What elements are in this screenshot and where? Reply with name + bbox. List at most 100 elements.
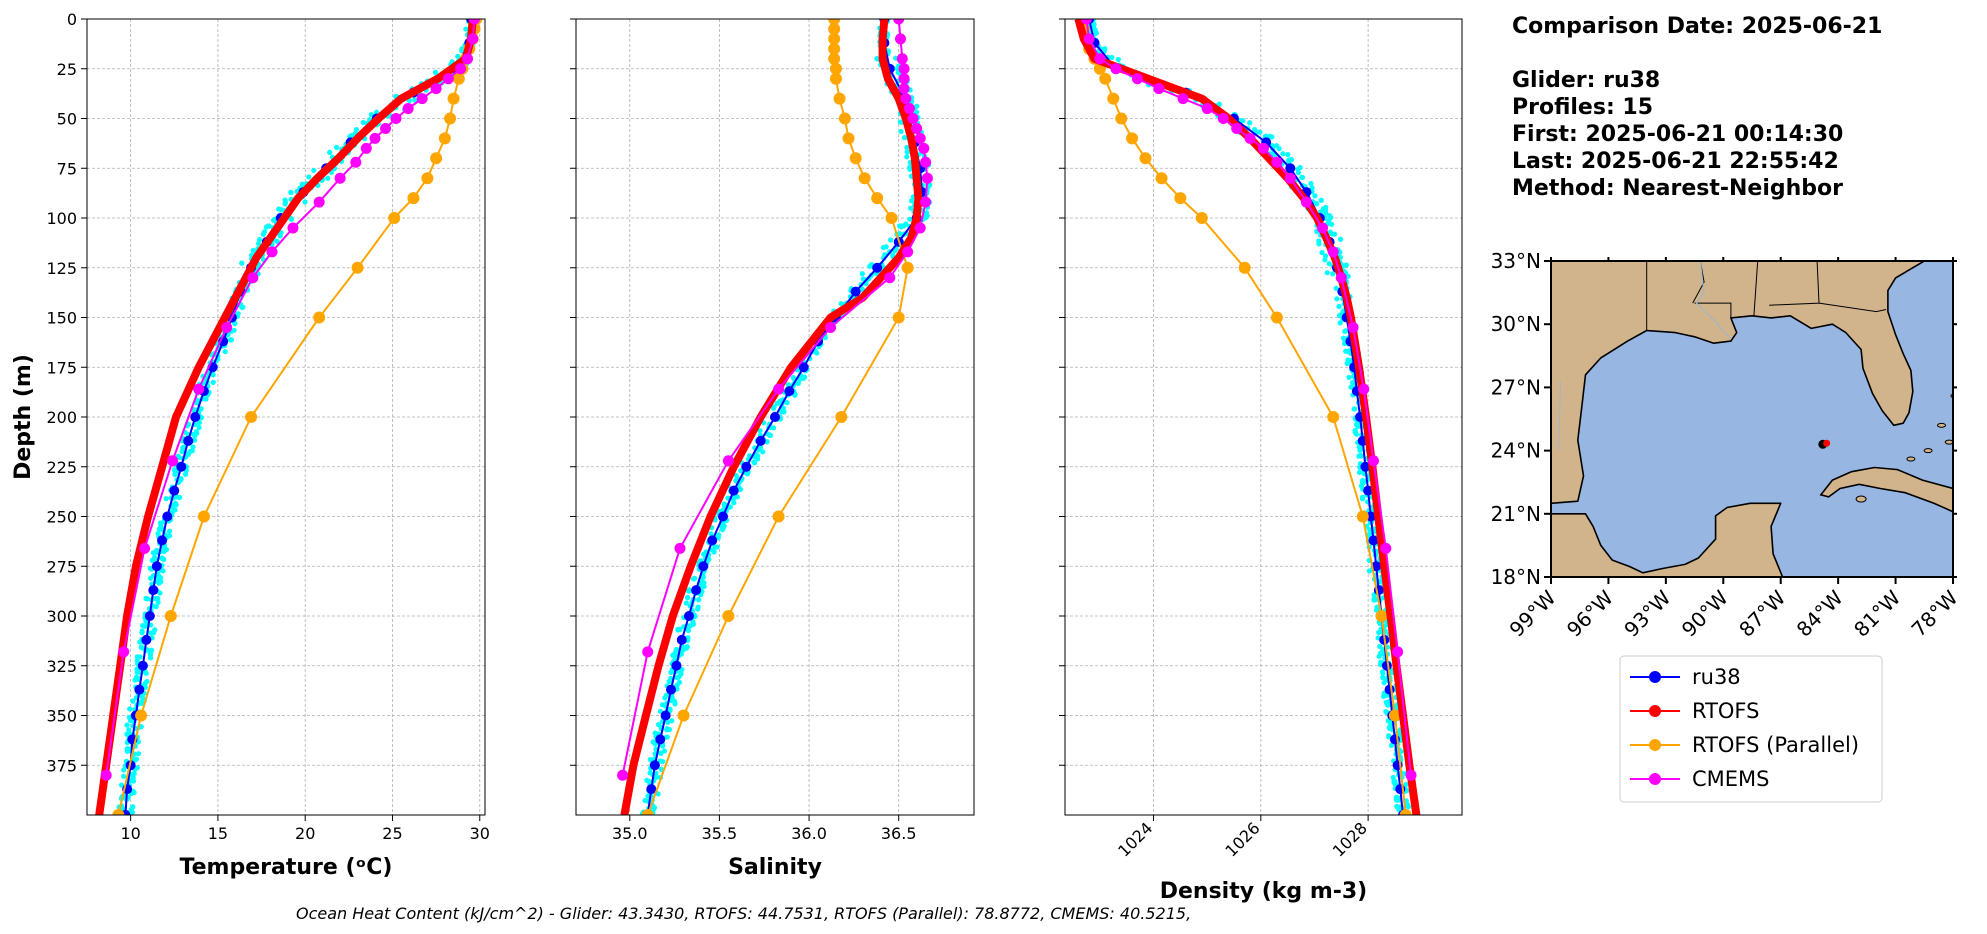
river [1558,381,1562,451]
glider-profile-point [231,327,237,333]
series-point-rtofs-parallel- [388,212,401,224]
last-profile-time: Last: 2025-06-21 22:55:42 [1512,149,1839,174]
glider-profile-point [903,221,909,227]
glider-profile-point [1328,221,1335,227]
x-axis-label: Density (kg m-3) [1160,879,1368,904]
glider-profile-point [163,496,169,502]
glider-profile-point [1269,134,1275,140]
legend-marker [1649,739,1661,751]
series-point-cmems [1131,73,1143,85]
series-point-cmems [825,321,837,333]
glider-profile-point [333,144,340,151]
glider-profile-point [194,400,200,406]
series-point-rtofs-parallel- [1107,92,1120,105]
glider-profile-point [1326,261,1332,267]
series-point-cmems [1201,103,1213,115]
series-point-cmems [642,646,654,658]
glider-profile-point [1405,804,1411,810]
glider-profile-point [792,392,798,398]
glider-profile-point [1093,30,1099,36]
profile-panel-3: 1024 1026 1028 Density (kg m-3) [1059,18,1463,904]
series-point-rtofs-parallel- [828,52,841,65]
y-tick-label: 300 [46,607,77,626]
series-point-rtofs-parallel- [829,72,842,85]
series-line-rtofs [95,19,477,815]
glider-profile-point [1312,193,1318,199]
series-point-rtofs-parallel- [835,411,848,423]
series-point-rtofs-parallel- [901,261,914,274]
glider-profile-point [455,53,461,59]
series-point-rtofs-parallel- [112,809,125,815]
glider-profile-point [140,698,146,704]
y-tick-label: 0 [67,10,77,29]
glider-profile-point [859,271,865,277]
y-tick-label: 225 [46,458,77,477]
x-tick-label: 30 [470,824,490,843]
glider-profile-point [1337,236,1344,242]
glider-profile-point [130,698,136,704]
series-point-cmems [617,769,629,781]
glider-profile-point [222,349,228,355]
series-point-cmems [1217,113,1229,124]
interpolation-method: Method: Nearest-Neighbor [1512,176,1843,201]
series-point-cmems [380,122,391,134]
glider-profile-point [1381,680,1387,686]
x-tick-label: 36.0 [791,824,827,843]
series-point-cmems [390,113,402,124]
glider-profile-point [1285,151,1291,158]
series-point-cmems [221,321,233,333]
glider-profile-point [690,621,696,627]
glider-profile-point [1380,670,1386,676]
lat-tick-label: 27°N [1491,375,1541,399]
glider-profile-point [196,419,202,426]
y-tick-label: 175 [46,358,77,377]
glider-profile-point [1299,174,1306,181]
glider-profile-point [658,750,664,756]
series-point-rtofs-parallel- [828,42,841,55]
glider-profile-point [325,175,331,181]
glider-profile-point [151,630,157,636]
x-tick-label: 35.0 [612,824,648,843]
glider-profile-point [157,575,164,581]
glider-profile-point [1240,117,1246,124]
glider-profile-point [190,444,196,450]
series-point-ru38 [1368,535,1379,546]
series-point-cmems [416,93,428,105]
glider-profile-point [1336,303,1342,310]
series-point-ru38 [1285,163,1296,174]
series-point-rtofs-parallel- [828,19,841,25]
legend-label: RTOFS [1692,699,1759,723]
glider-profile-point [288,216,295,222]
series-point-cmems [360,142,372,154]
glider-profile-point [1348,384,1354,390]
series-point-ru38 [1371,561,1382,572]
glider-profile-point [360,119,366,126]
river [1695,261,1732,340]
glider-profile-point [1274,143,1280,149]
glider-profile-point [1252,126,1258,133]
lon-tick-label: 96°W [1562,585,1618,641]
glider-profile-point [276,206,282,212]
glider-profile-point [1388,742,1395,749]
series-point-rtofs-parallel- [1174,192,1187,205]
state-border [1753,261,1759,316]
glider-profile-point [1352,428,1358,434]
lat-tick-label: 18°N [1491,565,1541,589]
glider-profile-point [700,575,706,581]
series-point-ru38 [660,710,671,721]
series-point-cmems [1284,172,1296,184]
first-profile-time: First: 2025-06-21 00:14:30 [1512,122,1844,147]
series-point-cmems [1231,122,1243,134]
glider-profile-point [684,594,691,600]
isle-of-youth [1855,495,1867,503]
glider-profile-point [129,809,135,815]
series-point-ru38 [148,585,159,596]
glider-profile-point [134,669,140,676]
plot-area [1074,19,1421,815]
series-point-cmems [898,73,910,85]
glider-profile-point [134,765,140,771]
glider-profile-point [239,260,245,266]
glider-profile-point [1309,185,1315,191]
glider-profile-point [1295,170,1302,176]
glider-profile-point [1322,253,1329,259]
